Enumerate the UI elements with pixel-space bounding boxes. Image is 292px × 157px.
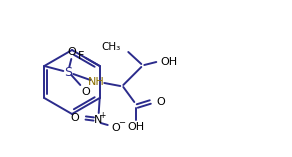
Text: OH: OH	[161, 57, 178, 67]
Text: O: O	[70, 113, 79, 123]
Text: O: O	[81, 87, 90, 97]
Text: O: O	[156, 97, 165, 107]
Text: OH: OH	[128, 122, 145, 132]
Text: NH: NH	[88, 77, 105, 87]
Text: CH₃: CH₃	[101, 42, 120, 52]
Text: N: N	[93, 115, 102, 125]
Text: F: F	[77, 51, 84, 61]
Text: O: O	[67, 47, 76, 57]
Text: S: S	[64, 65, 72, 78]
Text: −: −	[118, 119, 125, 127]
Text: O: O	[111, 123, 120, 133]
Text: +: +	[100, 111, 106, 119]
